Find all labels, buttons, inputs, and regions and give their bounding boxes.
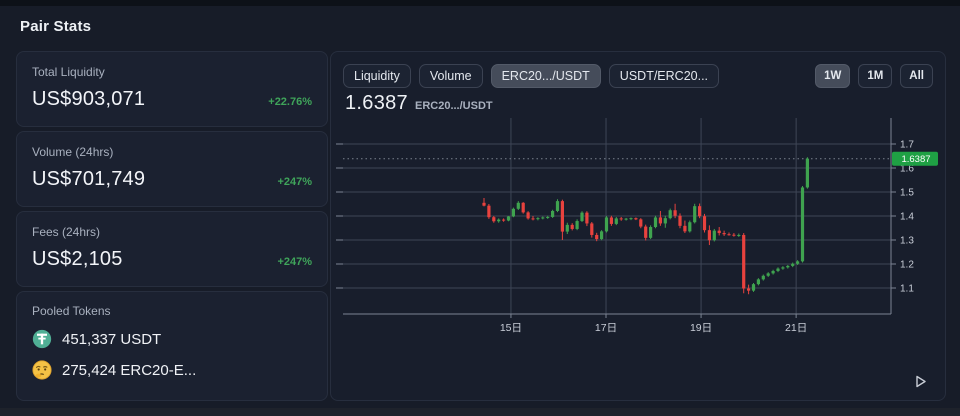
stat-change-badge: +247% (277, 176, 312, 188)
svg-text:1.1: 1.1 (900, 284, 914, 295)
svg-text:1.3: 1.3 (900, 236, 914, 247)
pooled-token-row: 275,424 ERC20-E... (32, 360, 312, 380)
current-price-row: 1.6387 ERC20.../USDT (345, 92, 493, 115)
svg-text:1.7: 1.7 (900, 140, 914, 151)
svg-text:1.2: 1.2 (900, 260, 914, 271)
range-1w[interactable]: 1W (815, 64, 851, 88)
stat-change-badge: +247% (277, 256, 312, 268)
page-title: Pair Stats (20, 18, 92, 35)
tab-volume[interactable]: Volume (418, 64, 483, 88)
top-edge-strip (0, 0, 960, 6)
svg-text:15日: 15日 (500, 322, 522, 334)
svg-text:1.6387: 1.6387 (901, 154, 930, 165)
series-tab-group: Liquidity Volume ERC20.../USDT USDT/ERC2… (343, 64, 720, 88)
total-liquidity-card: Total Liquidity US$903,071 +22.76% (16, 51, 328, 127)
range-1m[interactable]: 1M (858, 64, 893, 88)
play-icon[interactable] (911, 372, 929, 390)
current-price-pair: ERC20.../USDT (414, 100, 493, 112)
svg-text:17日: 17日 (595, 322, 617, 334)
stat-label: Pooled Tokens (32, 304, 111, 318)
stat-label: Fees (24hrs) (32, 225, 101, 239)
tether-icon (32, 329, 52, 349)
svg-text:19日: 19日 (690, 322, 712, 334)
stat-change-badge: +22.76% (268, 96, 312, 108)
svg-text:1.4: 1.4 (900, 212, 914, 223)
stat-label: Total Liquidity (32, 65, 105, 79)
tab-usdt-erc20[interactable]: USDT/ERC20... (608, 64, 720, 88)
stat-value: US$903,071 (32, 88, 146, 110)
pooled-tokens-card: Pooled Tokens 451,337 USDT 275,424 (16, 291, 328, 401)
stats-column: Total Liquidity US$903,071 +22.76% Volum… (16, 51, 328, 405)
fees-card: Fees (24hrs) US$2,105 +247% (16, 211, 328, 287)
thinking-face-icon (32, 360, 52, 380)
current-price: 1.6387 (345, 92, 408, 114)
stat-label: Volume (24hrs) (32, 145, 114, 159)
stat-value: US$701,749 (32, 168, 146, 190)
tab-erc20-usdt[interactable]: ERC20.../USDT (490, 64, 601, 88)
chart-header: Liquidity Volume ERC20.../USDT USDT/ERC2… (343, 64, 933, 88)
svg-text:1.6: 1.6 (900, 164, 914, 175)
bottom-edge-strip (0, 408, 960, 416)
range-tab-group: 1W 1M All (815, 64, 933, 88)
svg-text:1.5: 1.5 (900, 188, 914, 199)
range-all[interactable]: All (900, 64, 933, 88)
tab-liquidity[interactable]: Liquidity (343, 64, 411, 88)
volume-card: Volume (24hrs) US$701,749 +247% (16, 131, 328, 207)
pooled-token-amount: 451,337 USDT (62, 330, 162, 348)
svg-text:21日: 21日 (785, 322, 807, 334)
chart-panel: Liquidity Volume ERC20.../USDT USDT/ERC2… (330, 51, 946, 401)
stat-value: US$2,105 (32, 248, 123, 270)
pooled-token-amount: 275,424 ERC20-E... (62, 361, 197, 379)
pooled-token-row: 451,337 USDT (32, 329, 312, 349)
candlestick-chart[interactable]: 1.1 1.2 1.3 1.4 1.5 1.6 1.7 15日 17日 19日 21日 1.6387 (331, 52, 945, 400)
